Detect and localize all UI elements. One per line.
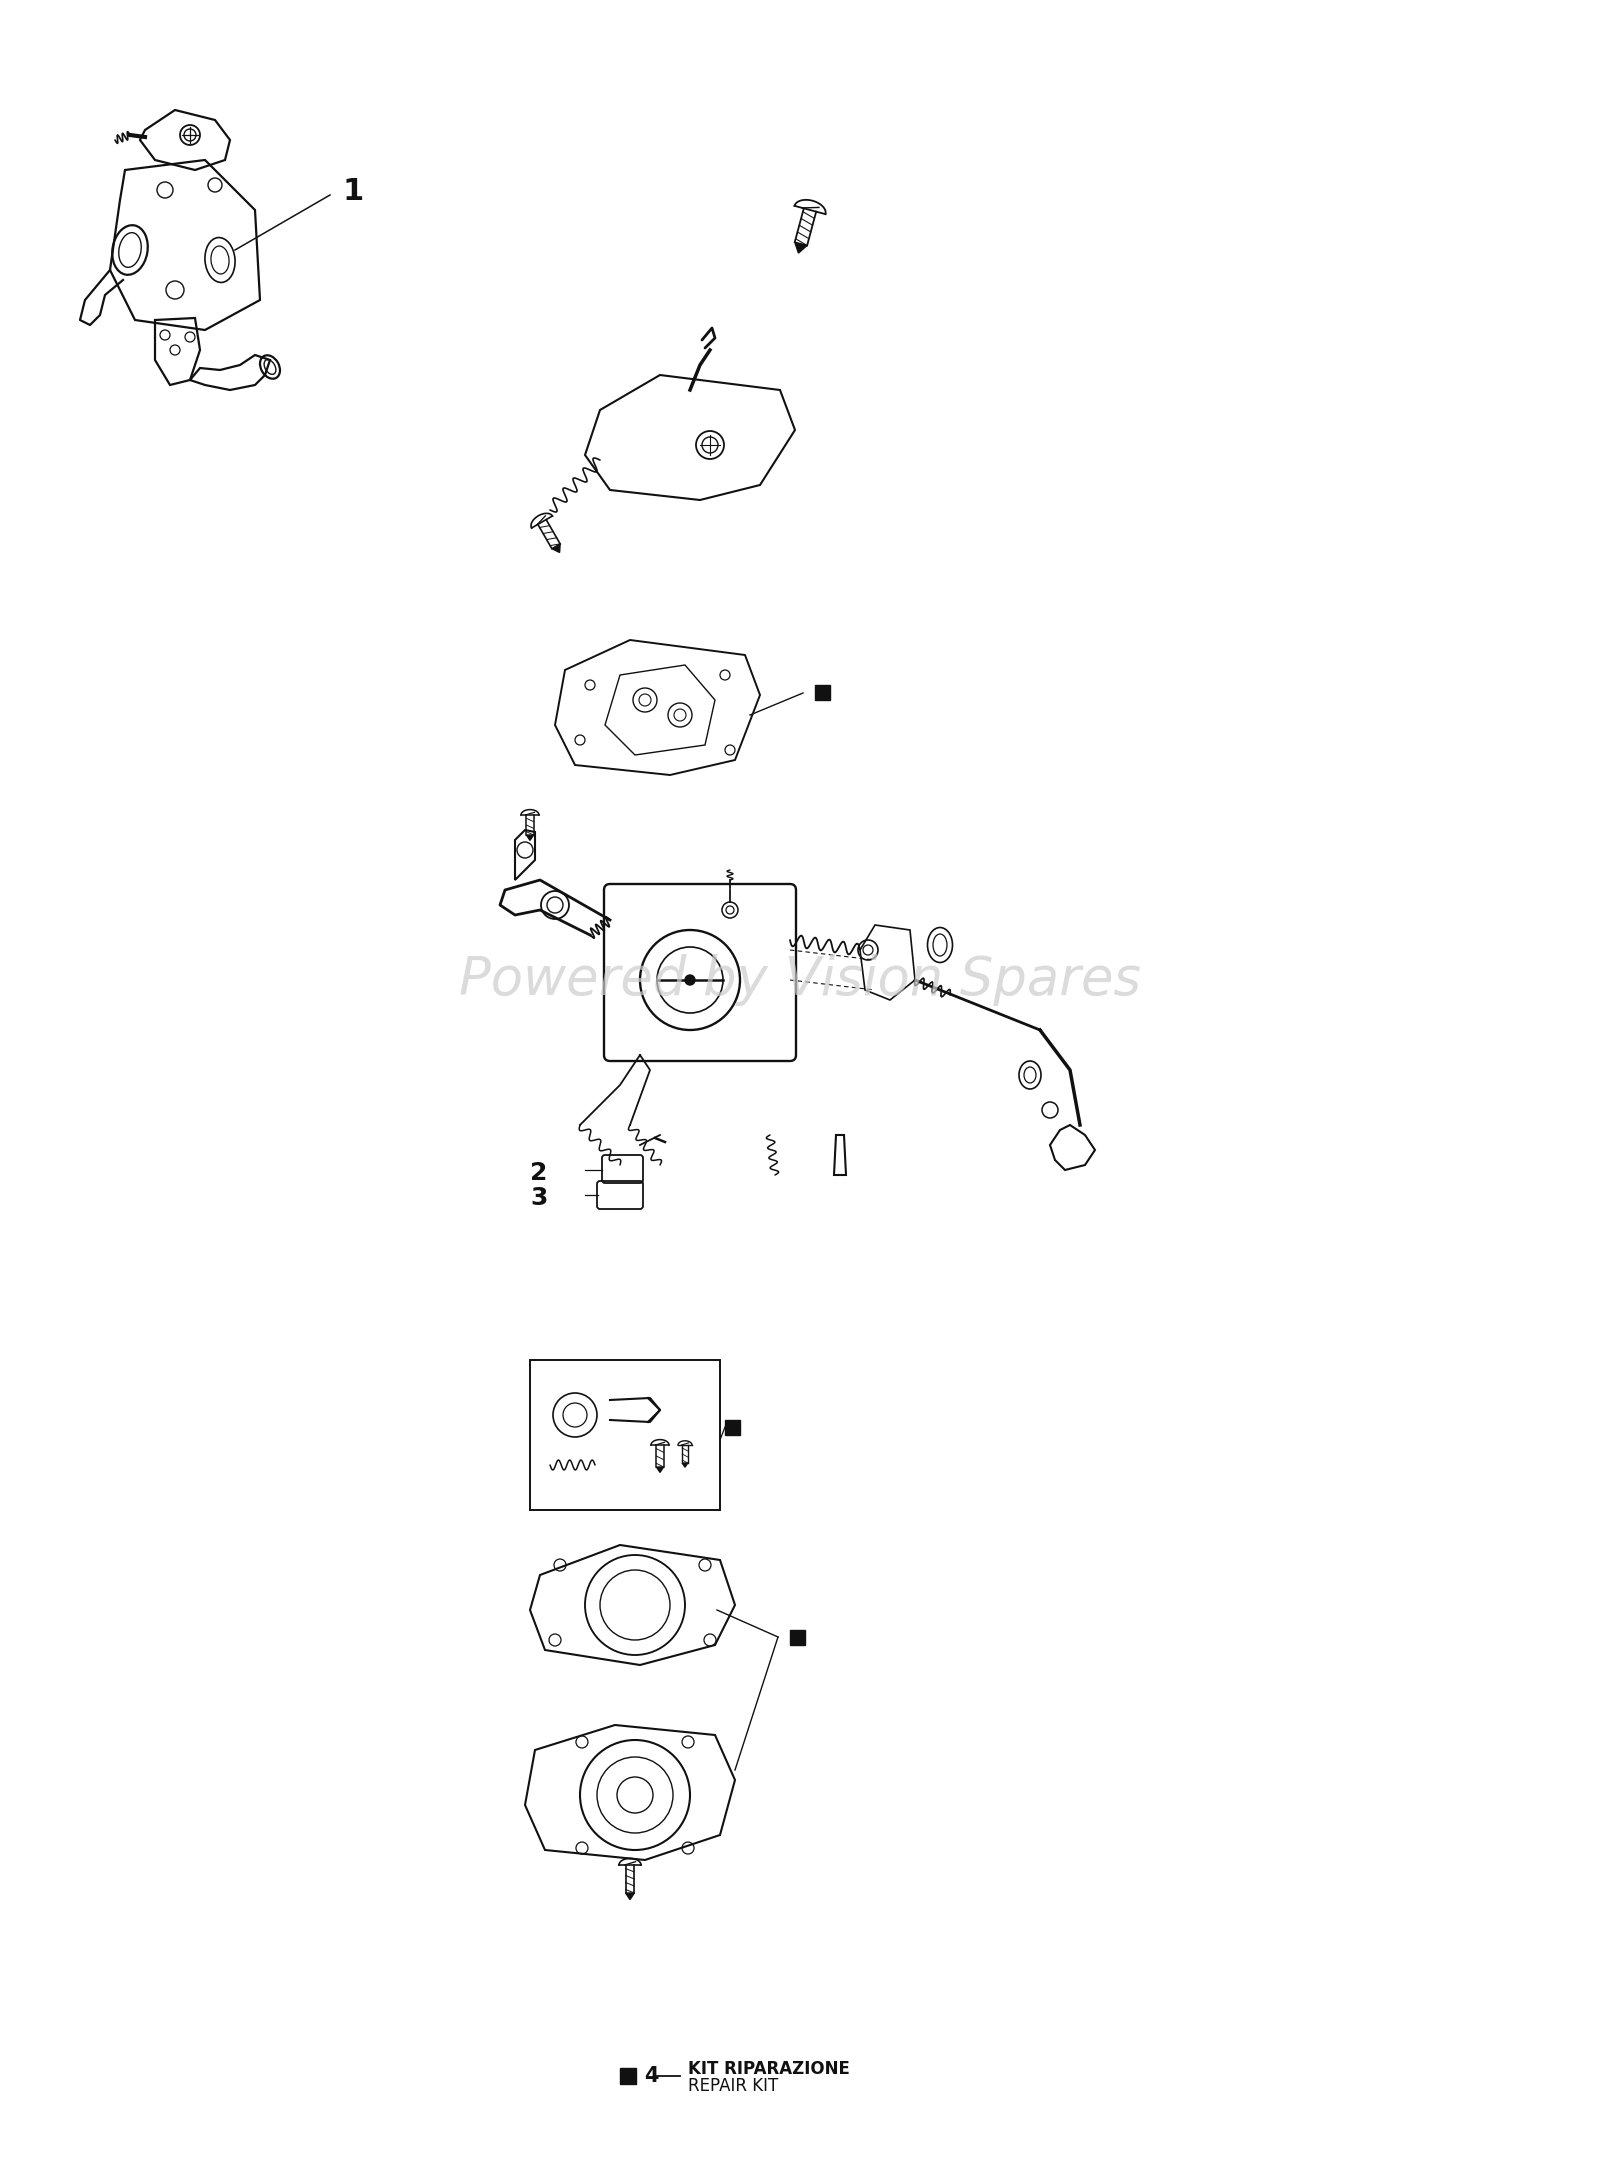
Polygon shape <box>526 834 534 841</box>
Text: 1: 1 <box>342 178 363 206</box>
Text: Powered by Vision Spares: Powered by Vision Spares <box>459 953 1141 1005</box>
Text: KIT RIPARAZIONE: KIT RIPARAZIONE <box>688 2061 850 2078</box>
Bar <box>530 1361 720 1510</box>
Text: REPAIR KIT: REPAIR KIT <box>688 2076 778 2095</box>
Circle shape <box>685 975 694 986</box>
Bar <box>725 1419 739 1435</box>
Polygon shape <box>682 1463 688 1467</box>
Bar <box>814 685 830 700</box>
Text: 3: 3 <box>530 1185 547 1209</box>
Polygon shape <box>656 1467 664 1471</box>
Bar <box>790 1630 805 1645</box>
Polygon shape <box>626 1894 634 1900</box>
Text: 4: 4 <box>643 2065 659 2087</box>
Bar <box>621 2067 637 2085</box>
Polygon shape <box>552 544 560 553</box>
Polygon shape <box>795 243 806 254</box>
Text: 2: 2 <box>530 1162 547 1185</box>
